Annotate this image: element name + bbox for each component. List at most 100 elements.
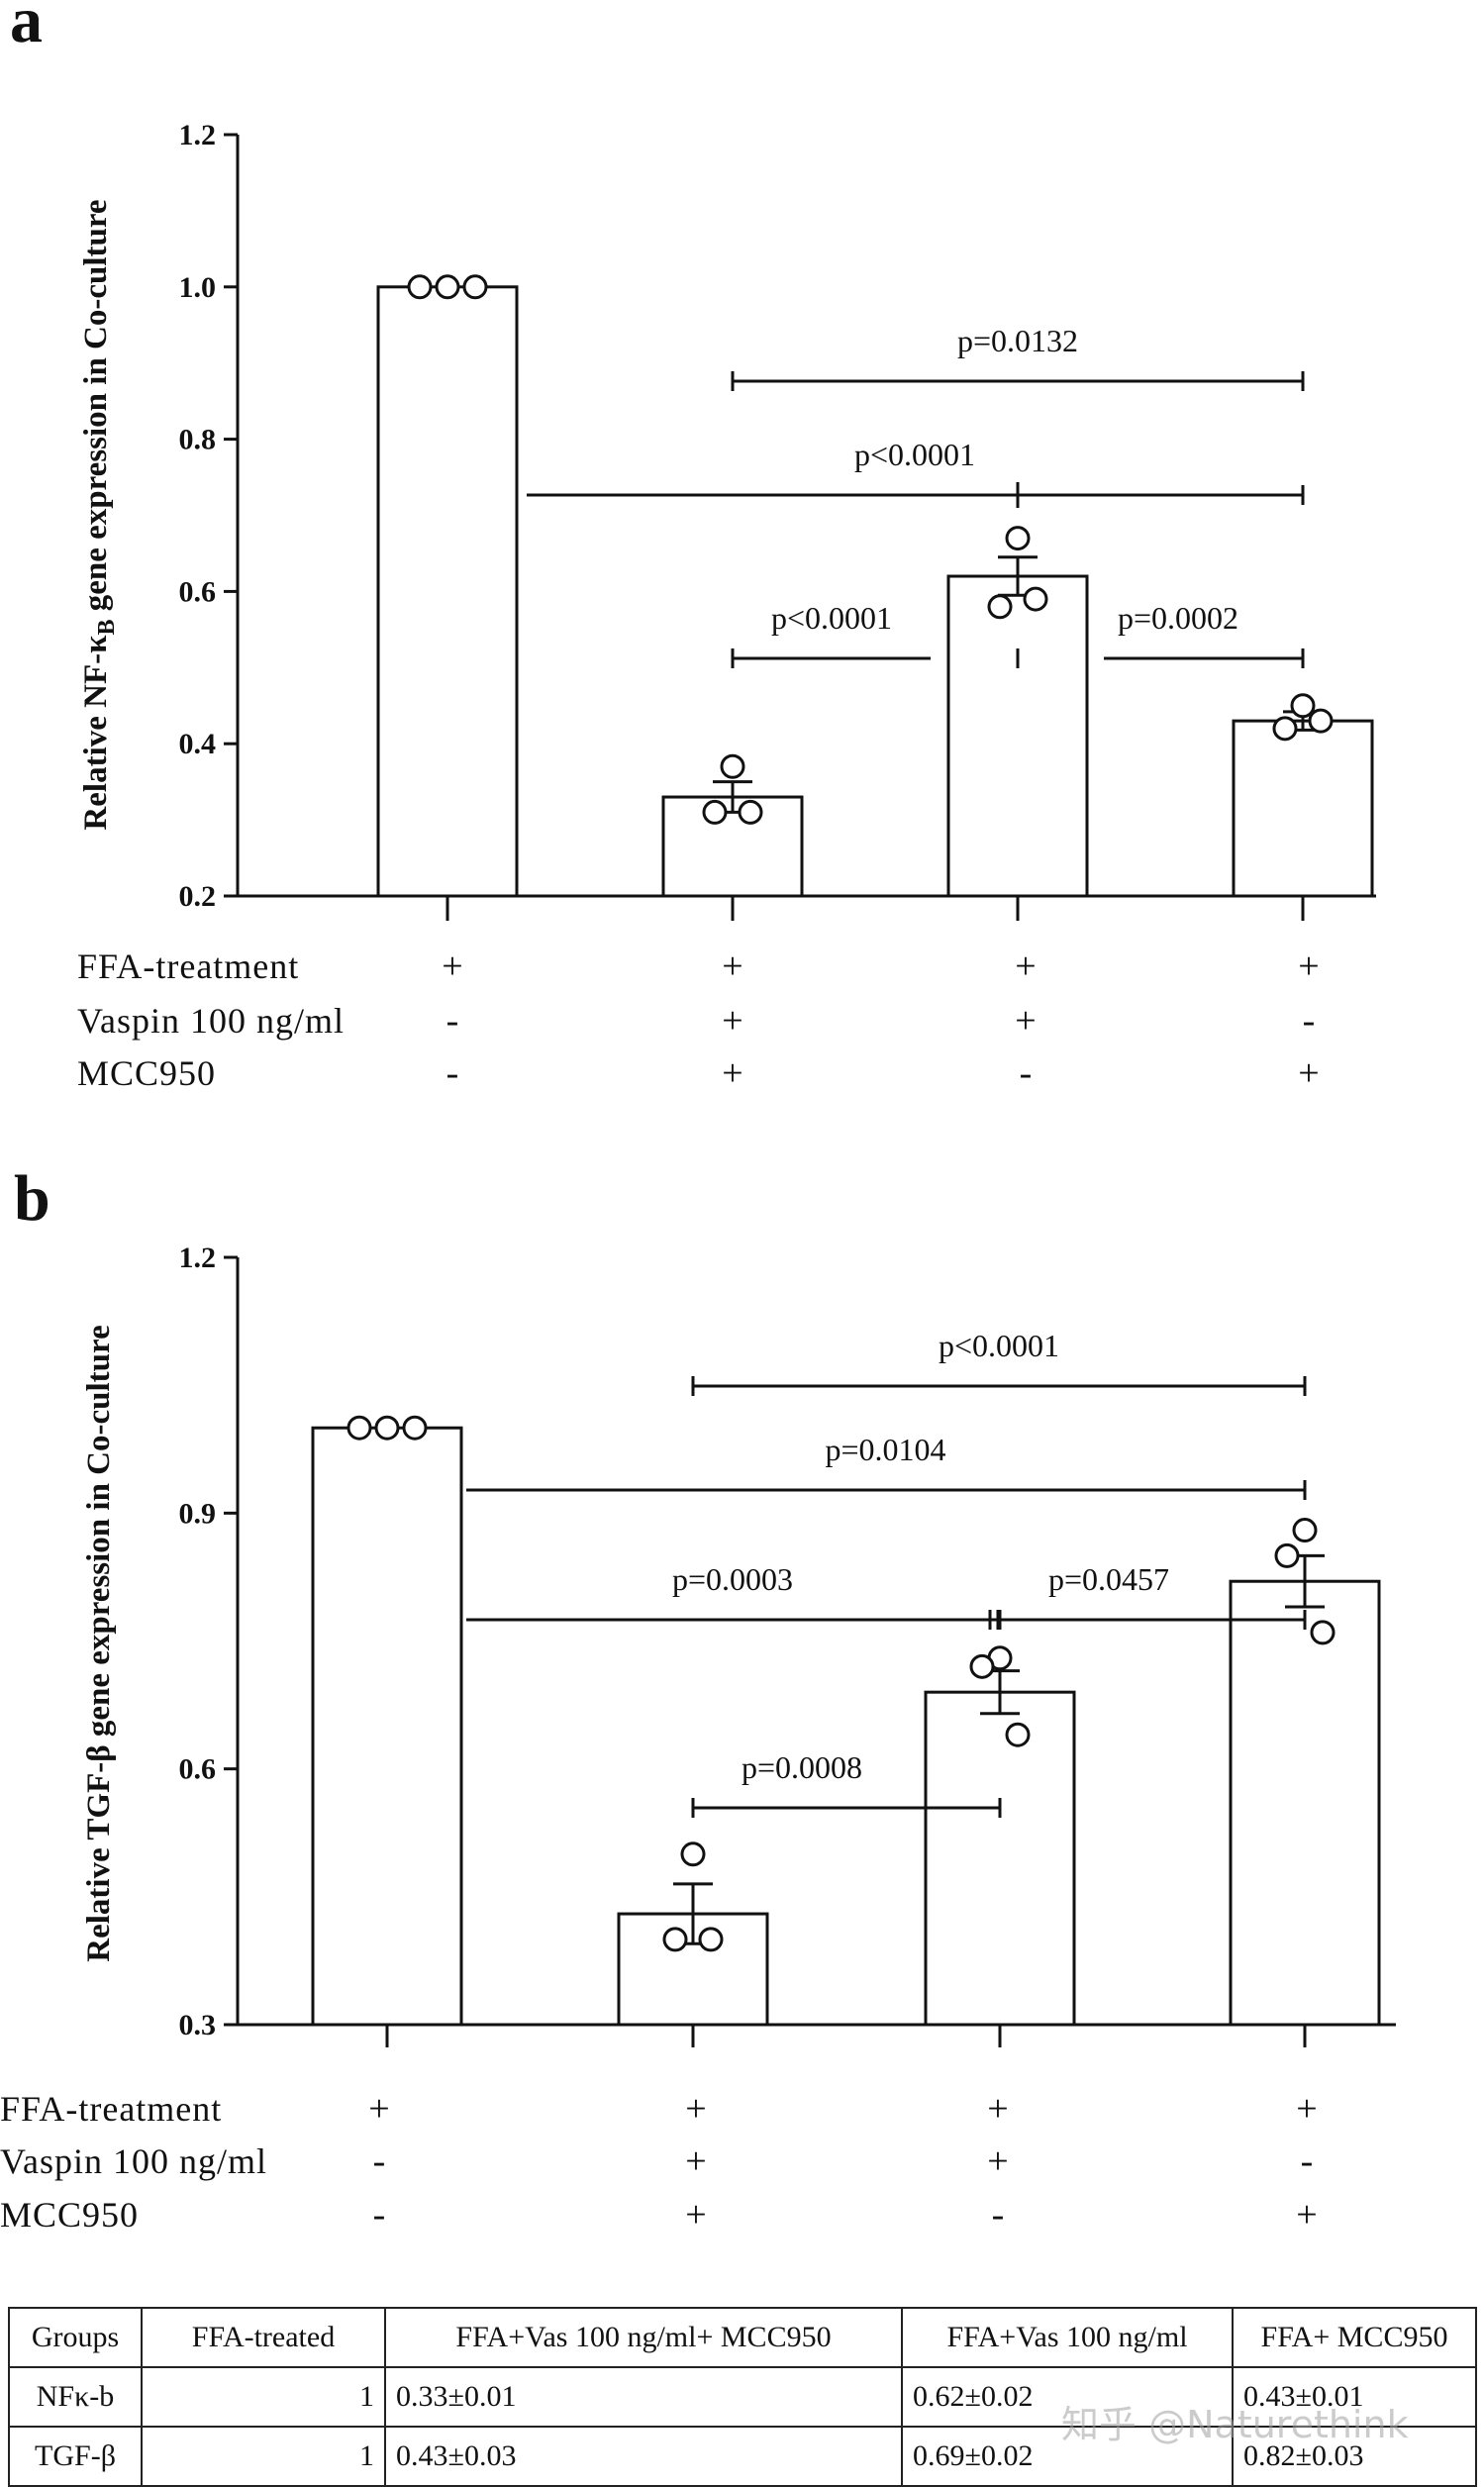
panel-a-y-tick-label: 1.0: [179, 271, 217, 304]
panel-b-condition-mark: -: [373, 2194, 386, 2236]
panel-b-data-point: [1292, 1518, 1318, 1543]
table-cell: 0.82±0.03: [1232, 2426, 1477, 2487]
panel-a-data-point: [720, 753, 745, 779]
header-ffa-vas: FFA+Vas 100 ng/ml: [901, 2307, 1234, 2368]
panel-a-condition-mark: +: [722, 1052, 742, 1094]
panel-a-data-point: [987, 594, 1013, 620]
panel-a-y-axis-label: Relative NF-κB gene expression in Co-cul…: [78, 199, 120, 830]
panel-b-p-value-label: p=0.0457: [1048, 1561, 1169, 1597]
summary-table: Groups FFA-treated FFA+Vas 100 ng/ml+ MC…: [8, 2307, 1477, 2487]
table-row: TGF-β 1 0.43±0.03 0.69±0.02 0.82±0.03: [8, 2426, 1477, 2487]
panel-a-data-point: [1290, 693, 1316, 719]
panel-a-y-tick-label: 1.2: [179, 119, 217, 151]
panel-b-data-point: [346, 1415, 372, 1441]
panel-b-p-value-label: p=0.0003: [672, 1561, 793, 1597]
header-groups: Groups: [8, 2307, 143, 2368]
row-label-nfkb: NFκ-b: [8, 2366, 143, 2428]
panel-b-y-axis-label: Relative TGF-β gene expression in Co-cul…: [81, 1325, 117, 1961]
panel-a-bar: [946, 574, 1089, 898]
table-cell: 1: [141, 2366, 386, 2428]
panel-a-data-point: [435, 274, 460, 300]
table-cell: 0.43±0.01: [1232, 2366, 1477, 2428]
panel-a-letter: a: [10, 0, 43, 56]
panel-a-condition-mark: -: [1303, 1000, 1316, 1042]
panel-b-data-point: [402, 1415, 428, 1441]
panel-a-p-value-label: p<0.0001: [854, 437, 975, 472]
panel-a-data-point: [738, 799, 763, 825]
panel-b-condition-mark: +: [685, 2194, 706, 2236]
table-row: NFκ-b 1 0.33±0.01 0.62±0.02 0.43±0.01: [8, 2366, 1477, 2428]
panel-b-y-tick-label: 0.9: [179, 1497, 217, 1530]
panel-a-data-point: [702, 799, 728, 825]
panel-a-condition-mark: -: [446, 1052, 459, 1094]
panel-b-condition-mark: +: [685, 2088, 706, 2130]
panel-b-data-point: [680, 1841, 706, 1867]
panel-b-data-point: [374, 1415, 400, 1441]
panel-b-bar: [311, 1426, 463, 2027]
panel-b-data-point: [1005, 1722, 1031, 1747]
panel-b-condition-mark: +: [987, 2140, 1008, 2182]
panel-b-condition-mark: +: [1296, 2194, 1317, 2236]
header-ffa-mcc950: FFA+ MCC950: [1232, 2307, 1477, 2368]
panel-a-p-value-label: p=0.0132: [957, 323, 1078, 358]
table-cell: 0.69±0.02: [901, 2426, 1234, 2487]
panel-a-condition-mark: -: [1020, 1052, 1033, 1094]
panel-b-letter: b: [14, 1162, 50, 1235]
panel-b-condition-mark: +: [1296, 2088, 1317, 2130]
panel-a-data-point: [1005, 526, 1031, 551]
figure-svg: a 0.2 0.4 0.6 0.8 1.0 1.2 Relative NF-κB gene e…: [0, 0, 1396, 2236]
panel-b-data-point: [969, 1653, 995, 1679]
panel-a-condition-label: Vaspin 100 ng/ml: [77, 1001, 345, 1041]
panel-b-condition-mark: +: [987, 2088, 1008, 2130]
panel-a-y-tick-label: 0.2: [179, 880, 217, 913]
panel-b-condition-mark: -: [992, 2194, 1005, 2236]
panel-a-condition-mark: +: [442, 945, 462, 987]
panel-a-y-tick-label: 0.8: [179, 424, 217, 456]
table-cell: 0.43±0.03: [384, 2426, 903, 2487]
panel-a-condition-mark: +: [1298, 1052, 1319, 1094]
panel-b-condition-label: FFA-treatment: [0, 2089, 222, 2129]
panel-a-data-point: [1023, 586, 1048, 612]
panel-b-p-value-label: p=0.0008: [742, 1749, 862, 1785]
panel-b-y-tick-label: 1.2: [179, 1242, 217, 1274]
panel-a-data-point: [1272, 716, 1298, 742]
panel-b-y-tick-label: 0.6: [179, 1753, 217, 1786]
panel-b-p-value-label: p=0.0104: [825, 1432, 945, 1467]
panel-a-condition-mark: +: [722, 1000, 742, 1042]
panel-b-condition-mark: +: [368, 2088, 389, 2130]
panel-b-p-value-label: p<0.0001: [939, 1328, 1059, 1363]
header-ffa-vas-mcc950: FFA+Vas 100 ng/ml+ MCC950: [384, 2307, 903, 2368]
panel-a-condition-mark: +: [722, 945, 742, 987]
row-label-tgfb: TGF-β: [8, 2426, 143, 2487]
panel-a-data-point: [407, 274, 433, 300]
panel-b-data-point: [1274, 1542, 1300, 1568]
panel-b-data-point: [662, 1927, 688, 1952]
panel-b-bar: [924, 1690, 1076, 2027]
panel-b-condition-label: MCC950: [0, 2195, 139, 2235]
table-cell: 0.33±0.01: [384, 2366, 903, 2428]
panel-a-data-point: [462, 274, 488, 300]
panel-a-condition-mark: +: [1015, 1000, 1036, 1042]
panel-a-condition-mark: +: [1298, 945, 1319, 987]
panel-a-condition-label: FFA-treatment: [77, 946, 299, 986]
panel-b-condition-mark: -: [1301, 2140, 1314, 2182]
table-cell: 1: [141, 2426, 386, 2487]
panel-a-p-value-label: p<0.0001: [771, 600, 892, 636]
table-cell: 0.62±0.02: [901, 2366, 1234, 2428]
panel-a-condition-mark: +: [1015, 945, 1036, 987]
panel-a-condition-label: MCC950: [77, 1053, 216, 1093]
panel-a-data-point: [1308, 708, 1334, 734]
panel-b-y-tick-label: 0.3: [179, 2009, 217, 2041]
panel-a-y-tick-label: 0.4: [179, 728, 217, 760]
panel-a-p-value-label: p=0.0002: [1118, 600, 1238, 636]
panel-b-data-point: [1310, 1620, 1336, 1645]
panel-b-condition-label: Vaspin 100 ng/ml: [0, 2141, 267, 2181]
panel-b-condition-mark: -: [373, 2140, 386, 2182]
header-ffa-treated: FFA-treated: [141, 2307, 386, 2368]
panel-a-y-tick-label: 0.6: [179, 575, 217, 608]
panel-b-bar: [1229, 1579, 1381, 2027]
table-header-row: Groups FFA-treated FFA+Vas 100 ng/ml+ MC…: [8, 2307, 1477, 2368]
panel-a-bar: [376, 285, 519, 898]
panel-b-data-point: [698, 1927, 724, 1952]
